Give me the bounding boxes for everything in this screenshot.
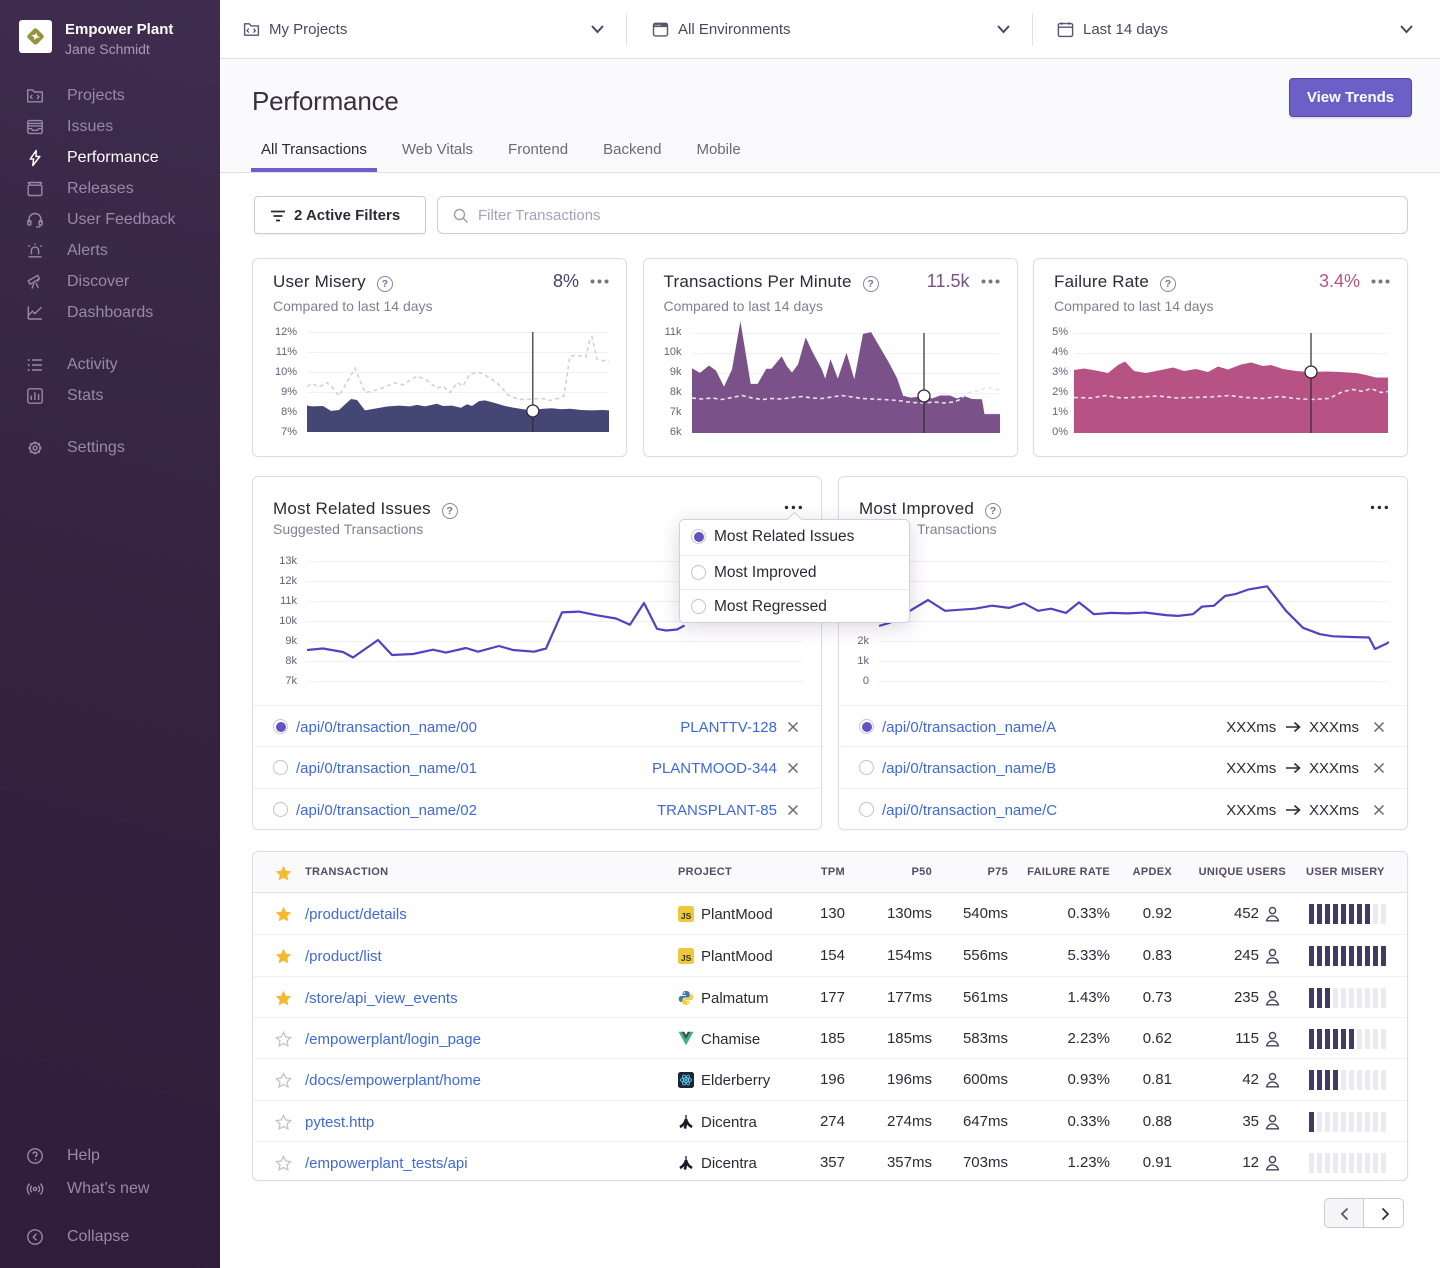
svg-text:JS: JS: [681, 911, 692, 921]
svg-text:JS: JS: [681, 953, 692, 963]
